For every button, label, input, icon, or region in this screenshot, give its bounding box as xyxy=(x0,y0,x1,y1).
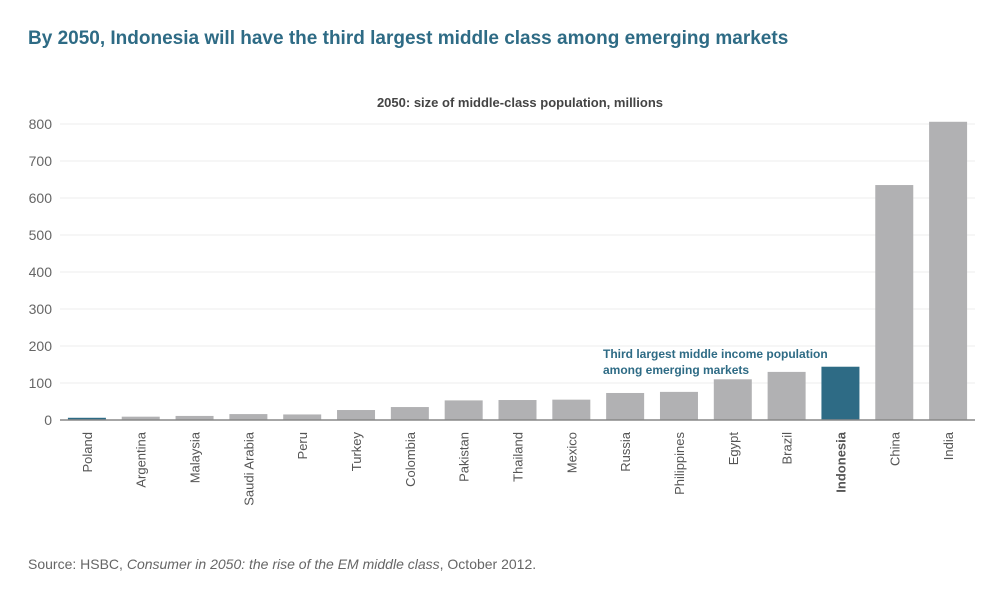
y-tick-label: 600 xyxy=(29,190,53,206)
bar-china xyxy=(875,185,914,420)
x-tick-label: China xyxy=(887,431,902,466)
y-tick-label: 300 xyxy=(29,301,53,317)
x-tick-label: Philippines xyxy=(672,432,687,495)
x-tick-label: Mexico xyxy=(564,432,579,473)
bar-mexico xyxy=(552,399,591,420)
bar-chart: 2050: size of middle-class population, m… xyxy=(29,95,975,506)
x-tick-label: Saudi Arabia xyxy=(241,431,256,505)
source-title: Consumer in 2050: the rise of the EM mid… xyxy=(126,556,440,572)
bar-turkey xyxy=(337,410,376,420)
source-prefix: Source: HSBC, xyxy=(28,556,127,572)
bar-argentina xyxy=(121,416,160,420)
source-suffix: , October 2012. xyxy=(439,556,537,572)
source-note: Source: HSBC, Consumer in 2050: the rise… xyxy=(28,556,536,572)
y-tick-label: 400 xyxy=(29,264,53,280)
y-tick-label: 200 xyxy=(29,338,53,354)
y-tick-label: 500 xyxy=(29,227,53,243)
annotation-line: Third largest middle income population xyxy=(603,347,828,361)
x-tick-label: Malaysia xyxy=(188,431,203,483)
bar-russia xyxy=(606,392,645,420)
x-tick-label: Poland xyxy=(80,432,95,472)
x-tick-label: Peru xyxy=(295,432,310,459)
x-tick-label: Brazil xyxy=(780,432,795,465)
page-title: By 2050, Indonesia will have the third l… xyxy=(28,28,789,49)
bar-indonesia xyxy=(821,366,860,420)
x-tick-label: Indonesia xyxy=(833,431,848,492)
bar-brazil xyxy=(767,371,806,420)
y-tick-label: 0 xyxy=(44,412,52,428)
bar-pakistan xyxy=(444,400,483,420)
bar-peru xyxy=(283,414,322,420)
x-tick-label: Russia xyxy=(618,431,633,472)
bar-philippines xyxy=(659,391,698,420)
y-tick-label: 800 xyxy=(29,116,53,132)
x-tick-label: India xyxy=(941,431,956,460)
bar-malaysia xyxy=(175,415,214,420)
x-tick-label: Colombia xyxy=(403,431,418,487)
bar-egypt xyxy=(713,379,752,420)
y-tick-label: 100 xyxy=(29,375,53,391)
bar-thailand xyxy=(498,400,537,420)
annotation-line: among emerging markets xyxy=(603,363,749,377)
x-tick-label: Thailand xyxy=(511,432,526,482)
x-tick-label: Turkey xyxy=(349,432,364,472)
y-tick-label: 700 xyxy=(29,153,53,169)
chart-title: 2050: size of middle-class population, m… xyxy=(377,95,663,110)
x-tick-label: Egypt xyxy=(726,432,741,466)
bar-poland xyxy=(67,417,106,420)
bar-saudi-arabia xyxy=(229,414,268,420)
x-tick-label: Argentina xyxy=(134,431,149,487)
bar-colombia xyxy=(390,407,429,420)
bar-india xyxy=(929,121,968,420)
x-tick-label: Pakistan xyxy=(457,432,472,482)
